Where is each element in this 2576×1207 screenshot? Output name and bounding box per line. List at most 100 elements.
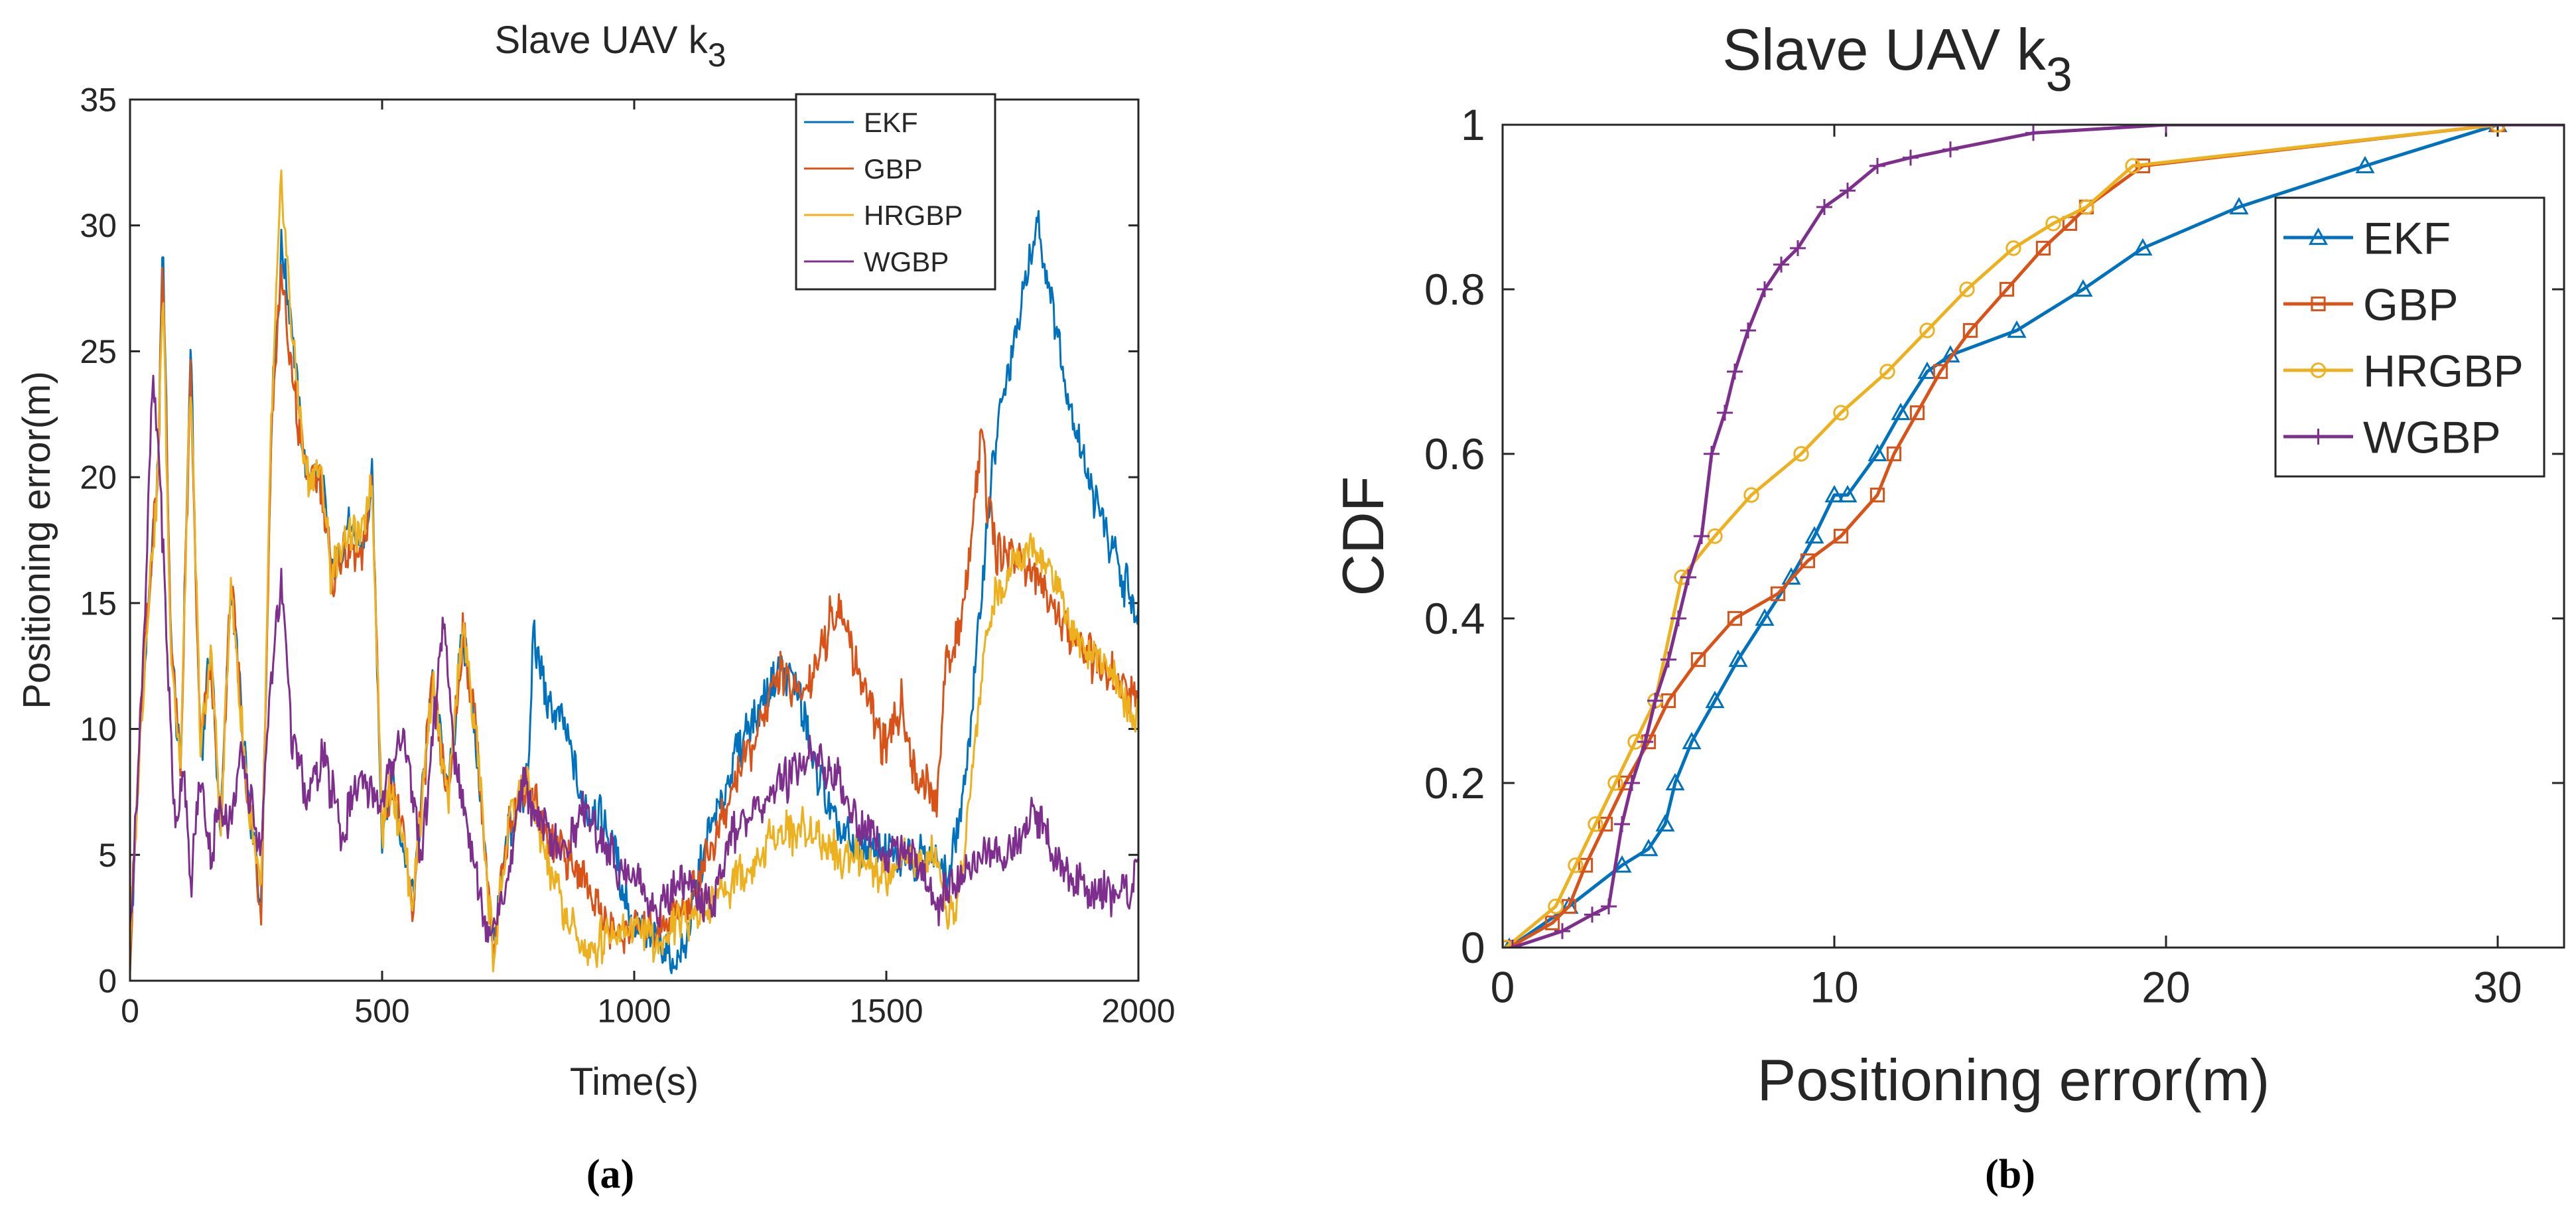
panel-b-caption: (b)	[1985, 1152, 2035, 1197]
panel-b-series-wgbp-marker	[2025, 125, 2041, 141]
panel-b-series-gbp-marker	[1833, 528, 1849, 544]
panel-a-ylabel: Positioning error(m)	[15, 371, 58, 709]
panel-b-series-ekf-marker	[1804, 526, 1824, 544]
panel-b-ytick-label: 0.6	[1424, 429, 1485, 478]
panel-b-series-wgbp-marker	[1740, 322, 1756, 338]
panel-b-series-ekf-marker	[2007, 320, 2027, 338]
panel-b-series-gbp-marker	[1962, 322, 1978, 338]
panel-b-series-wgbp-marker	[1554, 923, 1570, 940]
panel-a-caption: (a)	[586, 1152, 634, 1197]
panel-b-series-gbp-marker	[1886, 446, 1902, 462]
panel-b-ticks: 0 10 20 30 0 0.2 0.4 0.6 0.8 1	[1424, 100, 2564, 1012]
panel-b-legend-label-hrgbp: HRGBP	[2363, 346, 2524, 396]
panel-b-series-wgbp-marker	[1584, 906, 1600, 923]
panel-b-series-wgbp-marker	[1816, 199, 1832, 215]
panel-b-series-ekf-marker	[2133, 238, 2153, 256]
panel-b-series-ekf-marker	[1682, 731, 1702, 750]
panel-b-series-gbp-marker	[1578, 857, 1593, 873]
panel-b-series-wgbp-marker	[1661, 652, 1676, 668]
panel-b-series-ekf-marker	[1867, 443, 1887, 462]
panel-a-ticks: 0 500 1000 1500 2000 0 5 10 15 20 25 30 35	[80, 82, 1175, 1030]
panel-b-ylabel: CDF	[1330, 476, 1396, 597]
panel-b-series-gbp-marker	[1690, 652, 1706, 668]
panel-a-ytick-label: 35	[80, 82, 117, 119]
panel-a-xtick-label: 1000	[597, 993, 671, 1030]
panel-b-ytick-label: 0.2	[1424, 758, 1485, 808]
panel-b-legend: EKF GBP HRGBP WGBP	[2274, 196, 2545, 478]
panel-b-series-gbp-marker	[1932, 364, 1948, 380]
panel-b-series-hrgbp-marker	[1743, 487, 1759, 503]
panel-b-series-wgbp-marker	[1694, 528, 1710, 544]
panel-a: Slave UAV k3 0 500 1000 1500 2000 0 5 10 15 20 25 3…	[15, 19, 1176, 1197]
panel-b-series-wgbp-marker	[1670, 610, 1686, 626]
panel-b-series-wgbp-marker	[1624, 775, 1640, 791]
panel-b-series-wgbp-marker	[1614, 816, 1630, 832]
panel-b-xtick-label: 10	[1810, 963, 1858, 1012]
panel-b-title-subscript: 3	[2046, 48, 2072, 102]
panel-b: Slave UAV k3 0 10 20 30 0 0.2 0.4 0.6 0.8 1 EKF GB…	[1330, 17, 2565, 1197]
panel-b-series-wgbp-marker	[1840, 182, 1856, 199]
panel-b-series-wgbp-marker	[1869, 158, 1885, 174]
panel-a-ytick-label: 15	[80, 585, 117, 622]
panel-b-series-wgbp-marker	[1505, 940, 1521, 948]
panel-b-series-wgbp-marker	[1790, 240, 1806, 256]
panel-b-series-wgbp-marker	[1717, 405, 1733, 421]
panel-b-series-wgbp-marker	[1942, 141, 1958, 158]
panel-b-series-hrgbp-marker	[2125, 158, 2141, 174]
panel-a-xtick-label: 2000	[1101, 993, 1175, 1030]
panel-b-series-wgbp-marker	[1704, 446, 1720, 462]
panel-a-ytick-label: 5	[98, 837, 117, 874]
panel-b-series-gbp-marker	[1909, 405, 1925, 421]
panel-b-series-ekf-marker	[1639, 839, 1659, 857]
panel-a-legend-label-hrgbp: HRGBP	[864, 200, 963, 231]
panel-a-series-hrgbp-line	[130, 169, 1138, 973]
panel-b-ytick-label: 0.4	[1424, 594, 1485, 643]
panel-b-series-ekf-marker	[1705, 690, 1725, 709]
panel-b-series-wgbp-marker	[1680, 569, 1696, 585]
panel-b-ytick-label: 0	[1461, 923, 1485, 972]
panel-b-legend-marker-wgbp	[2310, 429, 2327, 445]
panel-b-series-ekf-marker	[2073, 279, 2093, 297]
panel-b-series-ekf-marker	[1728, 649, 1748, 668]
panel-a-xlabel: Time(s)	[570, 1060, 699, 1103]
panel-b-plot	[1503, 125, 2564, 948]
panel-b-series-wgbp-marker	[1757, 281, 1773, 297]
panel-a-legend: EKF GBP HRGBP WGBP	[795, 93, 996, 291]
panel-b-series-group	[1503, 125, 2564, 948]
panel-b-xlabel: Positioning error(m)	[1757, 1047, 2270, 1113]
panel-a-ytick-label: 0	[98, 963, 117, 1000]
panel-a-ytick-label: 20	[80, 459, 117, 496]
panel-b-series-ekf-marker	[1917, 361, 1937, 380]
panel-b-ytick-label: 1	[1461, 100, 1485, 149]
panel-b-series-ekf-line	[1508, 125, 2498, 948]
panel-b-xtick-label: 0	[1491, 963, 1515, 1012]
panel-a-series-wgbp-line	[130, 374, 1138, 943]
panel-b-series-hrgbp-marker	[1503, 940, 1514, 948]
panel-b-series-wgbp-marker	[1773, 256, 1789, 273]
panel-b-series-hrgbp-marker	[1919, 322, 1935, 338]
panel-b-series-wgbp-marker	[1647, 693, 1663, 709]
panel-a-legend-label-ekf: EKF	[864, 107, 918, 138]
panel-b-series-ekf-marker	[1755, 608, 1775, 626]
panel-a-ytick-label: 30	[80, 207, 117, 244]
panel-b-series-wgbp-marker	[1903, 149, 1919, 166]
panel-a-xtick-label: 0	[121, 993, 139, 1030]
panel-b-series-hrgbp-marker	[1548, 898, 1564, 914]
panel-b-series-wgbp-marker	[1637, 734, 1653, 750]
panel-b-series-ekf-marker	[1612, 855, 1632, 873]
panel-b-series-hrgbp-marker	[1568, 857, 1584, 873]
panel-b-axes-box	[1501, 123, 2565, 949]
panel-b-series-hrgbp-marker	[1879, 364, 1895, 380]
panel-b-legend-marker-ekf	[2308, 227, 2329, 246]
panel-b-series-gbp-marker	[1800, 553, 1816, 569]
panel-b-series-hrgbp-marker	[1833, 405, 1849, 421]
panel-b-series-ekf-marker	[1824, 484, 1844, 503]
panel-b-title: Slave UAV k3	[1722, 17, 2072, 102]
panel-b-ytick-label: 0.8	[1424, 265, 1485, 314]
panel-b-series-gbp-marker	[1544, 915, 1560, 930]
panel-a-plot	[130, 169, 1138, 975]
panel-b-series-gbp-marker	[2035, 240, 2051, 256]
panel-a-ytick-label: 25	[80, 333, 117, 370]
panel-b-series-hrgbp-marker	[2078, 199, 2094, 215]
